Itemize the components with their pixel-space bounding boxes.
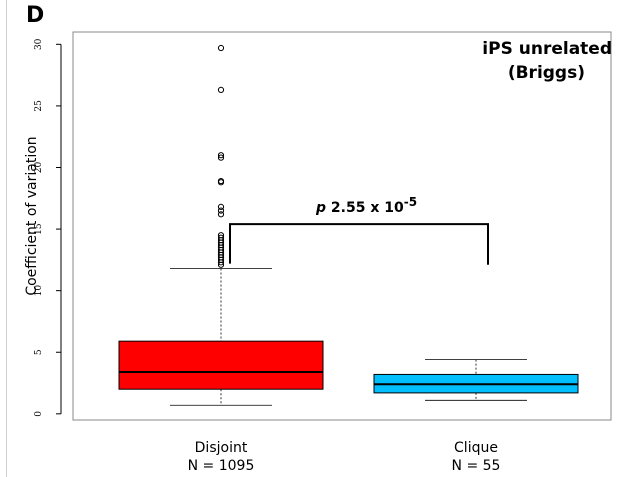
box-disjoint — [118, 44, 324, 406]
y-tick-label: 30 — [34, 38, 44, 50]
category-labels: Disjoint N = 1095 Clique N = 55 — [188, 440, 501, 474]
chart-title-line1: iPS unrelated — [482, 39, 612, 59]
significance-annotation: p 2.55 x 10-5 — [229, 195, 489, 265]
y-tick-label: 20 — [34, 161, 44, 173]
outlier-point — [217, 86, 225, 93]
y-tick-label: 0 — [34, 411, 44, 417]
outlier-point — [217, 207, 225, 214]
y-tick-label: 10 — [34, 285, 44, 297]
y-axis-label: Coefficient of variation — [24, 136, 40, 295]
outlier-point — [217, 177, 225, 185]
category-label: Disjoint — [195, 440, 248, 456]
significance-bracket — [229, 223, 489, 265]
outlier-point — [217, 234, 225, 241]
category-label: Clique — [454, 440, 498, 456]
outlier-point — [217, 211, 225, 218]
box-clique — [373, 359, 579, 401]
boxes — [118, 44, 579, 406]
category-n-label: N = 1095 — [188, 458, 255, 474]
chart-title-line2: (Briggs) — [508, 63, 585, 83]
y-tick-label: 15 — [34, 223, 44, 235]
outlier-point — [217, 232, 225, 239]
iqr-box — [118, 340, 324, 390]
outlier-point — [217, 152, 225, 159]
y-axis: 0 5 10 15 20 25 30 — [34, 38, 62, 417]
p-exponent: -5 — [404, 195, 417, 209]
panel-label: D — [26, 3, 45, 28]
p-value-label: p 2.55 x 10-5 — [315, 195, 417, 216]
y-tick-label: 5 — [34, 349, 44, 355]
y-tick-label: 25 — [34, 100, 44, 112]
outlier-point — [217, 44, 225, 52]
outlier-point — [217, 203, 225, 211]
plot-frame — [72, 31, 612, 421]
p-symbol: p — [315, 200, 331, 216]
page-edge — [0, 0, 7, 477]
category-n-label: N = 55 — [452, 458, 501, 474]
p-mantissa: 2.55 x 10 — [331, 200, 404, 216]
outlier-point — [217, 154, 225, 161]
